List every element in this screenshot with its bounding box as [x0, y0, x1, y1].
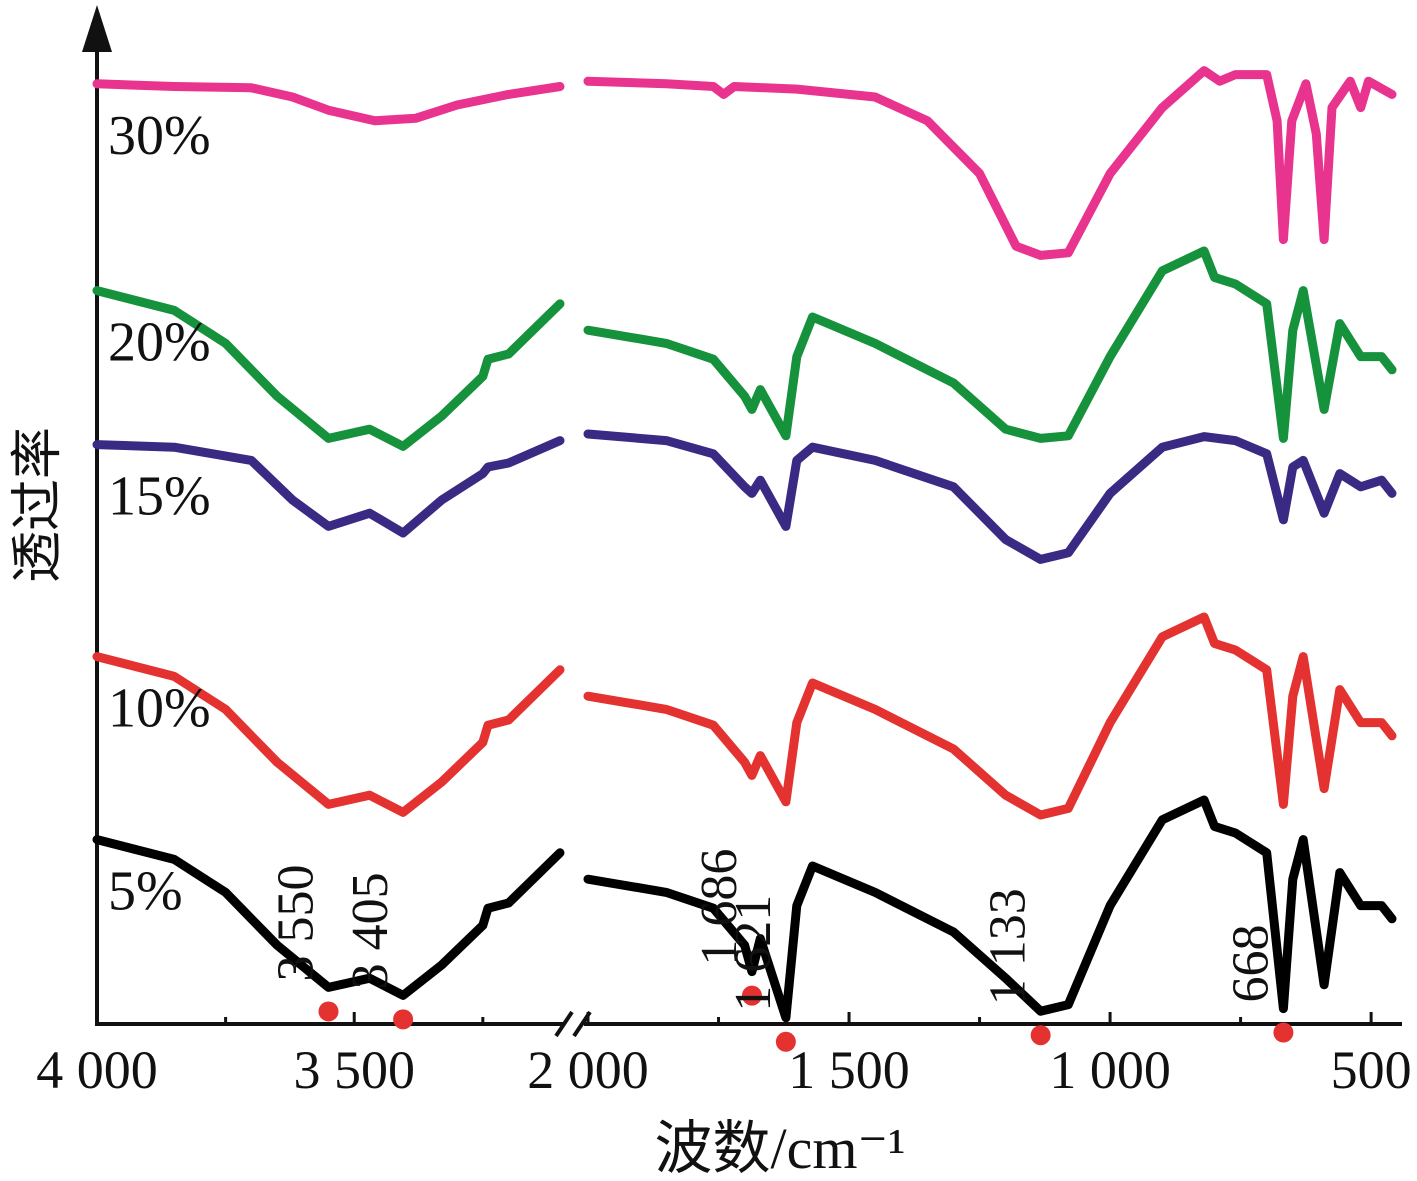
x-tick-label: 1 000 — [1049, 1040, 1171, 1100]
x-axis-label: 波数/cm⁻¹ — [655, 1116, 906, 1181]
axes: 4 000 3 500 2 000 1 500 1 000 500 — [36, 5, 1412, 1100]
series-line — [583, 795, 1397, 1023]
peak-label: 3 550 — [268, 864, 325, 981]
series-line — [583, 429, 1397, 564]
peak-label: 1 133 — [980, 888, 1037, 1005]
series-line — [583, 612, 1397, 820]
series-label: 10% — [108, 678, 211, 740]
peak-marker — [775, 1031, 796, 1052]
peak-marker — [741, 985, 762, 1006]
series-10pct — [92, 612, 1397, 820]
series-line — [92, 652, 565, 817]
peak-marker — [318, 1001, 339, 1022]
x-tick-label: 500 — [1331, 1040, 1412, 1100]
y-axis-label: 透过率 — [10, 427, 67, 583]
peak-label: 1 686 — [691, 849, 748, 966]
series-label: 5% — [108, 861, 183, 923]
series-line — [583, 246, 1397, 443]
series-30pct — [92, 66, 1397, 260]
series-label: 30% — [108, 105, 211, 167]
peak-marker — [1030, 1025, 1051, 1046]
series-15pct — [92, 429, 1397, 564]
series-20pct — [92, 246, 1397, 451]
y-axis-arrow — [82, 5, 112, 52]
peak-label: 668 — [1222, 925, 1279, 1003]
series-line — [92, 835, 565, 1000]
series-label: 20% — [108, 312, 211, 374]
peak-marker — [1273, 1022, 1294, 1043]
series-line — [92, 79, 565, 126]
x-tick-label: 3 500 — [293, 1040, 415, 1100]
x-tick-label: 2 000 — [527, 1040, 649, 1100]
series-line — [92, 436, 565, 538]
x-tick-label: 1 500 — [788, 1040, 910, 1100]
peak-label: 3 405 — [342, 872, 399, 989]
series-line — [583, 66, 1397, 260]
peak-label: 1 621 — [725, 895, 782, 1012]
axis-break-mark — [554, 1010, 574, 1038]
peak-marker — [393, 1009, 414, 1030]
series-label: 15% — [108, 466, 211, 528]
series-layer — [92, 66, 1397, 1023]
peak-markers — [318, 985, 1294, 1052]
series-line — [92, 286, 565, 451]
x-tick-label: 4 000 — [36, 1040, 158, 1100]
series-5pct — [92, 795, 1397, 1023]
